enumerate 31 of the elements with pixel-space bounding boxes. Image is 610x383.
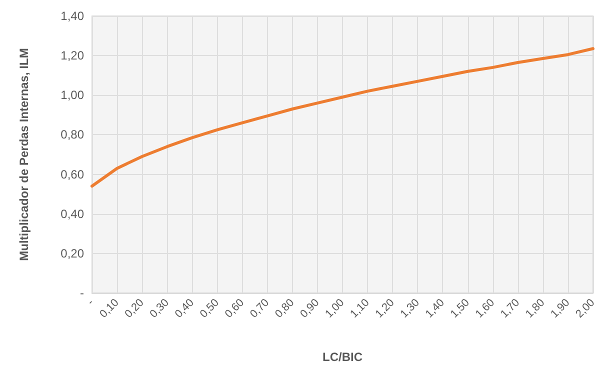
x-tick-label: 1,20 [373,296,397,320]
x-tick-label: 0,90 [298,296,322,320]
x-tick-label: 1,40 [423,296,447,320]
x-tick-label: 0,30 [148,296,172,320]
y-tick-label: 0,20 [60,246,84,260]
y-tick-label: 1,00 [60,88,84,102]
x-axis-title: LC/BIC [322,350,363,364]
x-tick-label: 1,90 [548,296,572,320]
y-tick-label: 0,60 [60,167,84,182]
x-tick-label: 1,10 [348,296,372,320]
x-tick-label: 1,80 [524,296,548,320]
x-tick-label: 1,30 [398,296,422,320]
y-axis-title: Multiplicador de Perdas Internas, ILM [17,48,31,261]
x-tick-label: 0,70 [248,296,272,320]
y-tick-label: 1,40 [60,9,84,23]
x-tick-label: 0,60 [222,296,247,320]
x-tick-label: 1,60 [473,296,498,320]
y-tick-label: - [80,286,84,300]
line-series [90,47,594,188]
x-tick-label: 1,50 [448,296,472,320]
x-tick-label: 0,40 [172,296,196,320]
x-tick-label: 0,80 [273,296,297,320]
y-tick-label: 0,80 [60,128,84,142]
x-tick-label: 0,10 [98,296,122,320]
x-tick-label: - [85,296,96,308]
y-tick-label: 0,40 [60,206,84,221]
x-tick-label: 0,20 [122,296,146,320]
x-tick-label: 0,50 [198,296,222,320]
x-tick-label: 1,70 [498,296,522,320]
y-tick-label: 1,20 [60,48,84,63]
x-tick-label: 1,00 [323,296,347,320]
